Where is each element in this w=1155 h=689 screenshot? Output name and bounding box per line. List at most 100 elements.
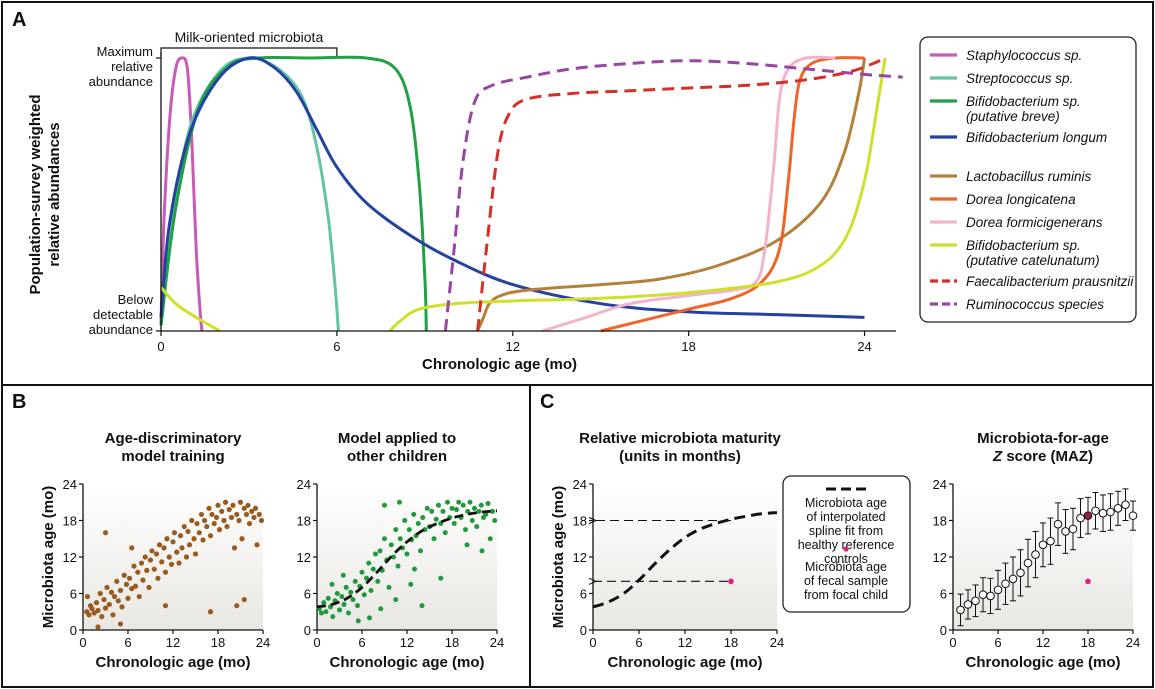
data-point-45 [166, 554, 172, 560]
data-point-91 [393, 597, 399, 603]
data-point-74 [221, 517, 227, 524]
data-point-59 [449, 505, 455, 511]
data-point-35 [147, 557, 154, 563]
y-tick-label-12: 12 [933, 550, 947, 565]
data-point-11 [102, 605, 109, 611]
c1-plot-bg [593, 484, 777, 630]
panel-a-axes: 0 6 12 18 24MaximumrelativeabundanceBelowdet… [27, 44, 896, 373]
y-tick-label-24: 24 [63, 477, 77, 492]
y-axis-title: Population-survey weighted relative abund… [27, 94, 63, 294]
legend-label-bifidobacterium-longum: Bifidobacterium longum [966, 130, 1107, 145]
data-point-99 [95, 624, 101, 630]
mean-point-17 [1083, 511, 1093, 520]
y-tick-label-24: 24 [573, 477, 587, 492]
y-tick-label-18: 18 [297, 514, 311, 529]
data-point-39 [155, 575, 161, 581]
legend-label-lactobacillus-ruminis: Lactobacillus ruminis [966, 169, 1092, 184]
data-point-51 [177, 533, 184, 539]
data-point-82 [408, 581, 414, 587]
data-point-76 [224, 523, 230, 530]
chart-title-line-2: Z score (MAZ) [992, 448, 1093, 465]
x-tick-label-24: 24 [490, 635, 504, 650]
data-point-10 [339, 594, 345, 600]
y-axis-title: Microbiota age (mo) [550, 486, 567, 629]
y-tick-label-18: 18 [63, 514, 77, 529]
data-point-91 [252, 505, 259, 511]
data-point-12 [343, 584, 349, 590]
x-tick-label-24: 24 [1126, 635, 1140, 650]
data-point-34 [393, 527, 399, 533]
data-point-17 [114, 578, 120, 584]
mean-point-21 [1113, 504, 1123, 513]
data-point-51 [431, 536, 437, 542]
y-tick-label-maximum: Maximum [97, 44, 153, 59]
legend-fit-line-1: Microbiota age [805, 496, 887, 510]
bracket-label: Milk-oriented microbiota [175, 29, 324, 45]
chart-title-line-1: Relative microbiota maturity [579, 430, 781, 447]
series-line-staphylococcus-sp [159, 56, 204, 332]
x-tick-label-0: 0 [589, 635, 596, 650]
data-point-59 [192, 551, 199, 557]
x-tick-label-0: 0 [79, 635, 86, 650]
data-point-31 [386, 584, 392, 590]
legend-label-faecalibacterium-prausnitzii: Faecalibacterium prausnitzii [966, 274, 1134, 289]
data-point-42 [161, 545, 167, 551]
data-point-32 [142, 554, 148, 560]
mean-point-23 [1128, 511, 1138, 520]
legend-box [782, 475, 911, 613]
data-point-48 [424, 505, 430, 511]
data-point-52 [433, 516, 439, 522]
data-point-9 [337, 607, 342, 613]
y-tick-label-relative: relative [111, 59, 153, 74]
data-point-41 [159, 559, 165, 565]
data-point-3 [89, 606, 95, 612]
series-line-faecalibacterium-prausnitzii [476, 56, 886, 332]
x-tick-label-6: 6 [333, 339, 340, 354]
data-point-16 [111, 593, 118, 600]
data-point-10 [101, 596, 107, 603]
chart-title-rest: score (MAZ) [1002, 448, 1093, 465]
data-point-96 [241, 596, 247, 603]
x-tick-label-0: 0 [313, 635, 320, 650]
data-point-78 [492, 518, 498, 523]
x-tick-label-12: 12 [678, 635, 692, 650]
data-point-73 [219, 508, 225, 514]
data-point-74 [483, 511, 489, 517]
data-point-83 [237, 499, 244, 505]
data-point-68 [469, 518, 475, 523]
data-point-92 [412, 566, 417, 572]
panel-label-b: B [12, 391, 26, 413]
x-axis-title: Chronologic age (mo) [966, 654, 1121, 671]
y-tick-label-0: 0 [940, 623, 947, 638]
data-point-63 [200, 537, 206, 543]
b2-plot-bg [317, 484, 497, 630]
data-point-82 [236, 517, 242, 524]
y-tick-label-0: 0 [70, 623, 77, 638]
data-point-45 [418, 548, 423, 554]
panel-a-series [159, 55, 903, 333]
series-line-dorea-formicigenerans [541, 55, 836, 333]
x-tick-label-12: 12 [400, 635, 414, 650]
focal-sample-point [1085, 578, 1091, 585]
data-point-21 [364, 575, 369, 581]
data-point-5 [91, 610, 97, 616]
panel-a-chart: Milk-oriented microbiota 0 6 12 18 24 Maximum… [27, 29, 1137, 373]
milk-oriented-bracket: Milk-oriented microbiota [160, 29, 338, 56]
x-tick-label-18: 18 [681, 339, 695, 354]
data-point-32 [388, 542, 394, 548]
legend-label-dorea-formicigenerans: Dorea formicigenerans [966, 215, 1103, 230]
data-point-2 [321, 600, 327, 606]
data-point-88 [329, 581, 335, 587]
data-point-9 [99, 614, 105, 620]
x-tick-label-18: 18 [211, 635, 225, 650]
legend-fit-line-5: controls [824, 552, 868, 566]
mean-point-14 [1061, 527, 1070, 536]
mean-point-19 [1098, 508, 1108, 518]
data-point-71 [215, 502, 221, 508]
y-tick-label-detectable: detectable [93, 307, 153, 322]
data-point-68 [209, 511, 215, 518]
mean-point-18 [1091, 506, 1100, 516]
data-point-23 [368, 587, 374, 593]
